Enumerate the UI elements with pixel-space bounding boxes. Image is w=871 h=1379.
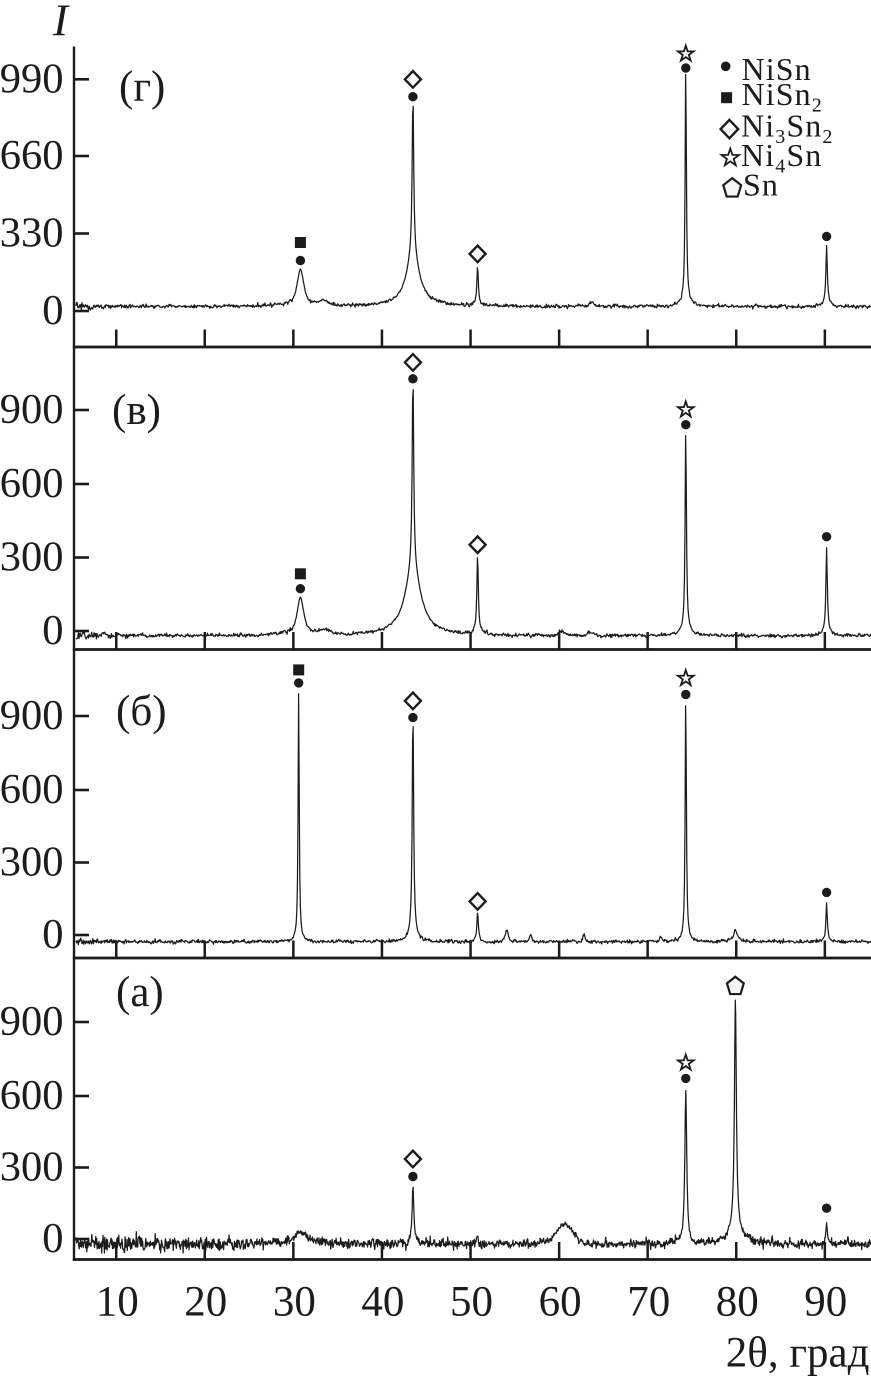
svg-text:990: 990 [0, 56, 64, 103]
svg-text:(б): (б) [116, 688, 167, 735]
svg-text:900: 900 [0, 692, 64, 739]
svg-text:600: 600 [0, 766, 64, 813]
svg-text:0: 0 [42, 607, 63, 654]
svg-text:2θ, град: 2θ, град [726, 1330, 870, 1377]
svg-text:10: 10 [96, 1279, 139, 1326]
svg-text:Ni4Sn: Ni4Sn [741, 137, 822, 178]
svg-text:0: 0 [42, 911, 63, 958]
svg-text:40: 40 [361, 1279, 404, 1326]
svg-text:0: 0 [42, 1215, 63, 1262]
svg-text:20: 20 [184, 1279, 227, 1326]
svg-text:600: 600 [0, 460, 64, 507]
svg-text:Sn: Sn [743, 167, 779, 203]
svg-text:Ni3Sn2: Ni3Sn2 [741, 108, 833, 149]
svg-text:NiSn2: NiSn2 [742, 76, 823, 117]
svg-text:60: 60 [539, 1279, 582, 1326]
svg-text:300: 300 [0, 534, 64, 581]
svg-text:600: 600 [0, 1072, 64, 1119]
svg-text:300: 300 [0, 839, 64, 886]
svg-text:50: 50 [450, 1279, 493, 1326]
svg-text:(в): (в) [112, 387, 161, 434]
svg-text:90: 90 [804, 1279, 847, 1326]
svg-text:I: I [52, 0, 70, 46]
svg-text:900: 900 [0, 998, 64, 1045]
svg-text:300: 300 [0, 1144, 64, 1191]
svg-text:330: 330 [0, 210, 64, 257]
svg-text:900: 900 [0, 386, 64, 433]
svg-text:0: 0 [42, 287, 63, 334]
svg-text:70: 70 [627, 1279, 670, 1326]
svg-text:660: 660 [0, 132, 64, 179]
svg-text:80: 80 [716, 1279, 759, 1326]
svg-text:(а): (а) [116, 969, 164, 1016]
svg-text:(г): (г) [119, 64, 165, 111]
svg-text:NiSn: NiSn [742, 51, 812, 87]
svg-text:30: 30 [273, 1279, 316, 1326]
